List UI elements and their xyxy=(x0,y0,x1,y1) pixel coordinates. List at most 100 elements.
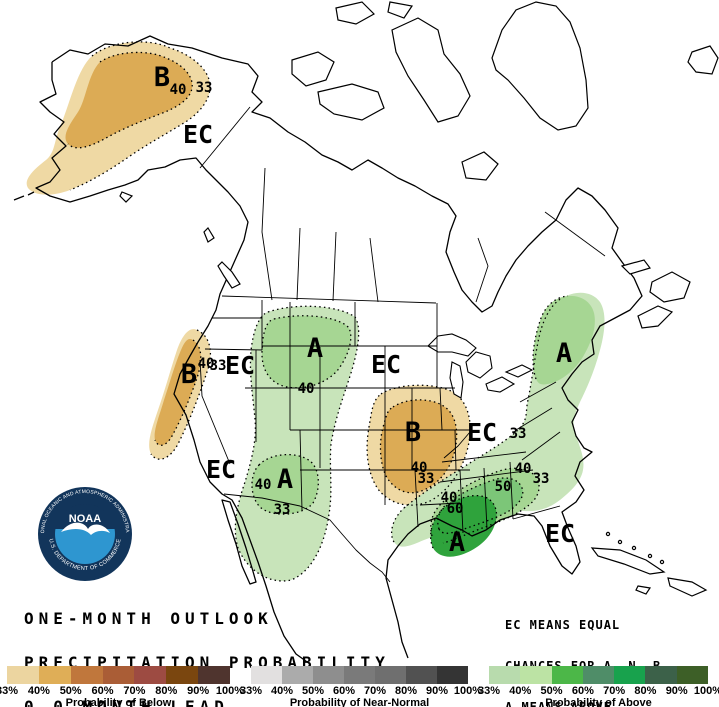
map-label-33: 33 xyxy=(274,502,291,518)
colorbar-below-caption: Probability of Below xyxy=(65,697,172,707)
map-label-ec: EC xyxy=(183,120,213,149)
map-label-a: A xyxy=(449,527,465,558)
colorbar-tick: 80% xyxy=(155,685,178,697)
colorbar-above-swatches xyxy=(489,666,708,684)
colorbar-above-ticks: 33% 40% 50% 60% 70% 80% 90% 100% xyxy=(478,684,719,697)
map-label-33: 33 xyxy=(533,471,550,487)
colorbar-tick: 60% xyxy=(91,685,114,697)
map-label-b: B xyxy=(154,62,170,93)
colorbar-above-caption: Probability of Above xyxy=(545,697,652,707)
islands xyxy=(119,1,719,597)
map-label-ec: EC xyxy=(467,418,497,447)
map-label-40: 40 xyxy=(441,490,458,506)
colorbar-tick: 70% xyxy=(363,685,387,697)
colorbar-swatch xyxy=(375,666,406,684)
colorbar-tick: 50% xyxy=(59,685,82,697)
colorbar-swatch xyxy=(70,666,103,684)
great-lakes xyxy=(427,333,534,399)
colorbar-swatch xyxy=(134,666,167,684)
colorbar-swatch xyxy=(38,666,71,684)
contour-lines xyxy=(67,41,569,582)
map-label-40: 40 xyxy=(411,460,428,476)
title-line-3: 0.0 MONTH LEAD xyxy=(24,696,229,707)
colorbar-swatch xyxy=(102,666,135,684)
colorbar-below-swatches xyxy=(7,666,231,684)
colorbar-swatch xyxy=(7,666,39,684)
colorbar-tick: 70% xyxy=(603,685,626,697)
colorbar-swatch xyxy=(551,666,583,684)
gull-icon xyxy=(61,522,110,535)
colorbar-tick: 40% xyxy=(270,685,294,697)
colorbar-near-normal: 33% 40% 50% 60% 70% 80% 90% 100% Probability of… xyxy=(240,666,482,707)
map-label-a: A xyxy=(307,333,323,364)
map-label-40: 40 xyxy=(198,356,215,372)
map-label-b: B xyxy=(405,417,421,448)
map-label-a: A xyxy=(277,464,293,495)
political-borders xyxy=(199,106,606,583)
map-label-ec: EC xyxy=(371,350,401,379)
colorbar-tick: 100% xyxy=(453,685,483,697)
title-line-1: ONE-MONTH OUTLOOK xyxy=(24,609,273,629)
map-label-ec: EC xyxy=(206,455,236,484)
colorbar-swatch xyxy=(282,666,313,684)
colorbar-swatch xyxy=(251,666,282,684)
colorbar-tick: 70% xyxy=(123,685,146,697)
colorbar-swatch xyxy=(676,666,708,684)
colorbar-tick: 33% xyxy=(0,685,19,697)
region-montana-above-40 xyxy=(262,315,351,388)
region-newengland-above-40 xyxy=(533,295,595,385)
legend-line-1: EC MEANS EQUAL xyxy=(505,618,621,633)
map-label-40: 40 xyxy=(170,82,187,98)
coastlines xyxy=(13,35,643,665)
logo-acronym: NOAA xyxy=(69,513,101,525)
colorbar-near-normal-ticks: 33% 40% 50% 60% 70% 80% 90% 100% xyxy=(240,684,482,697)
map-label-40: 40 xyxy=(515,461,532,477)
colorbar-below-ticks: 33% 40% 50% 60% 70% 80% 90% 100% xyxy=(0,684,244,697)
colorbar-swatch xyxy=(198,666,231,684)
colorbar-above: 33% 40% 50% 60% 70% 80% 90% 100% Probability of… xyxy=(478,666,719,707)
colorbar-swatch xyxy=(406,666,437,684)
colorbar-swatch xyxy=(313,666,344,684)
map-label-33: 33 xyxy=(510,426,527,442)
map-label-33: 33 xyxy=(210,358,227,374)
colorbar-swatch xyxy=(489,666,521,684)
probability-regions xyxy=(26,41,605,581)
colorbar-swatch xyxy=(344,666,375,684)
colorbar-swatch xyxy=(582,666,615,684)
map-label-40: 40 xyxy=(255,477,272,493)
colorbar-tick: 50% xyxy=(540,685,563,697)
colorbar-tick: 90% xyxy=(665,685,688,697)
colorbar-tick: 33% xyxy=(239,685,263,697)
map-label-50: 50 xyxy=(495,479,512,495)
colorbar-below: 33% 40% 50% 60% 70% 80% 90% 100% Probability of… xyxy=(0,666,244,707)
colorbar-tick: 100% xyxy=(215,685,245,697)
colorbar-tick: 90% xyxy=(187,685,210,697)
colorbar-swatch xyxy=(437,666,468,684)
map-label-60: 60 xyxy=(447,501,464,517)
map-label-ec: EC xyxy=(545,519,575,548)
region-alaska-below-40 xyxy=(65,52,193,148)
region-midwest-below-40 xyxy=(380,399,457,493)
colorbar-swatch xyxy=(520,666,552,684)
greenland xyxy=(491,1,589,131)
colorbar-swatch xyxy=(166,666,199,684)
map-label-b: B xyxy=(181,359,197,390)
noaa-logo: NATIONAL OCEANIC AND ATMOSPHERIC ADMINIS… xyxy=(37,486,132,581)
colorbar-tick: 80% xyxy=(634,685,657,697)
colorbar-near-normal-swatches xyxy=(251,666,468,684)
colorbar-tick: 40% xyxy=(27,685,50,697)
colorbar-tick: 40% xyxy=(509,685,532,697)
map-label-a: A xyxy=(556,338,572,369)
region-westcoast-below-40 xyxy=(154,339,201,446)
legend-line-3: A MEANS ABOVE xyxy=(505,699,612,707)
colorbar-tick: 80% xyxy=(394,685,418,697)
map-label-ec: EC xyxy=(225,351,255,380)
map-label-33: 33 xyxy=(196,80,213,96)
colorbar-tick: 50% xyxy=(301,685,325,697)
colorbar-tick: 60% xyxy=(571,685,594,697)
colorbar-tick: 60% xyxy=(332,685,356,697)
colorbar-swatch xyxy=(645,666,677,684)
